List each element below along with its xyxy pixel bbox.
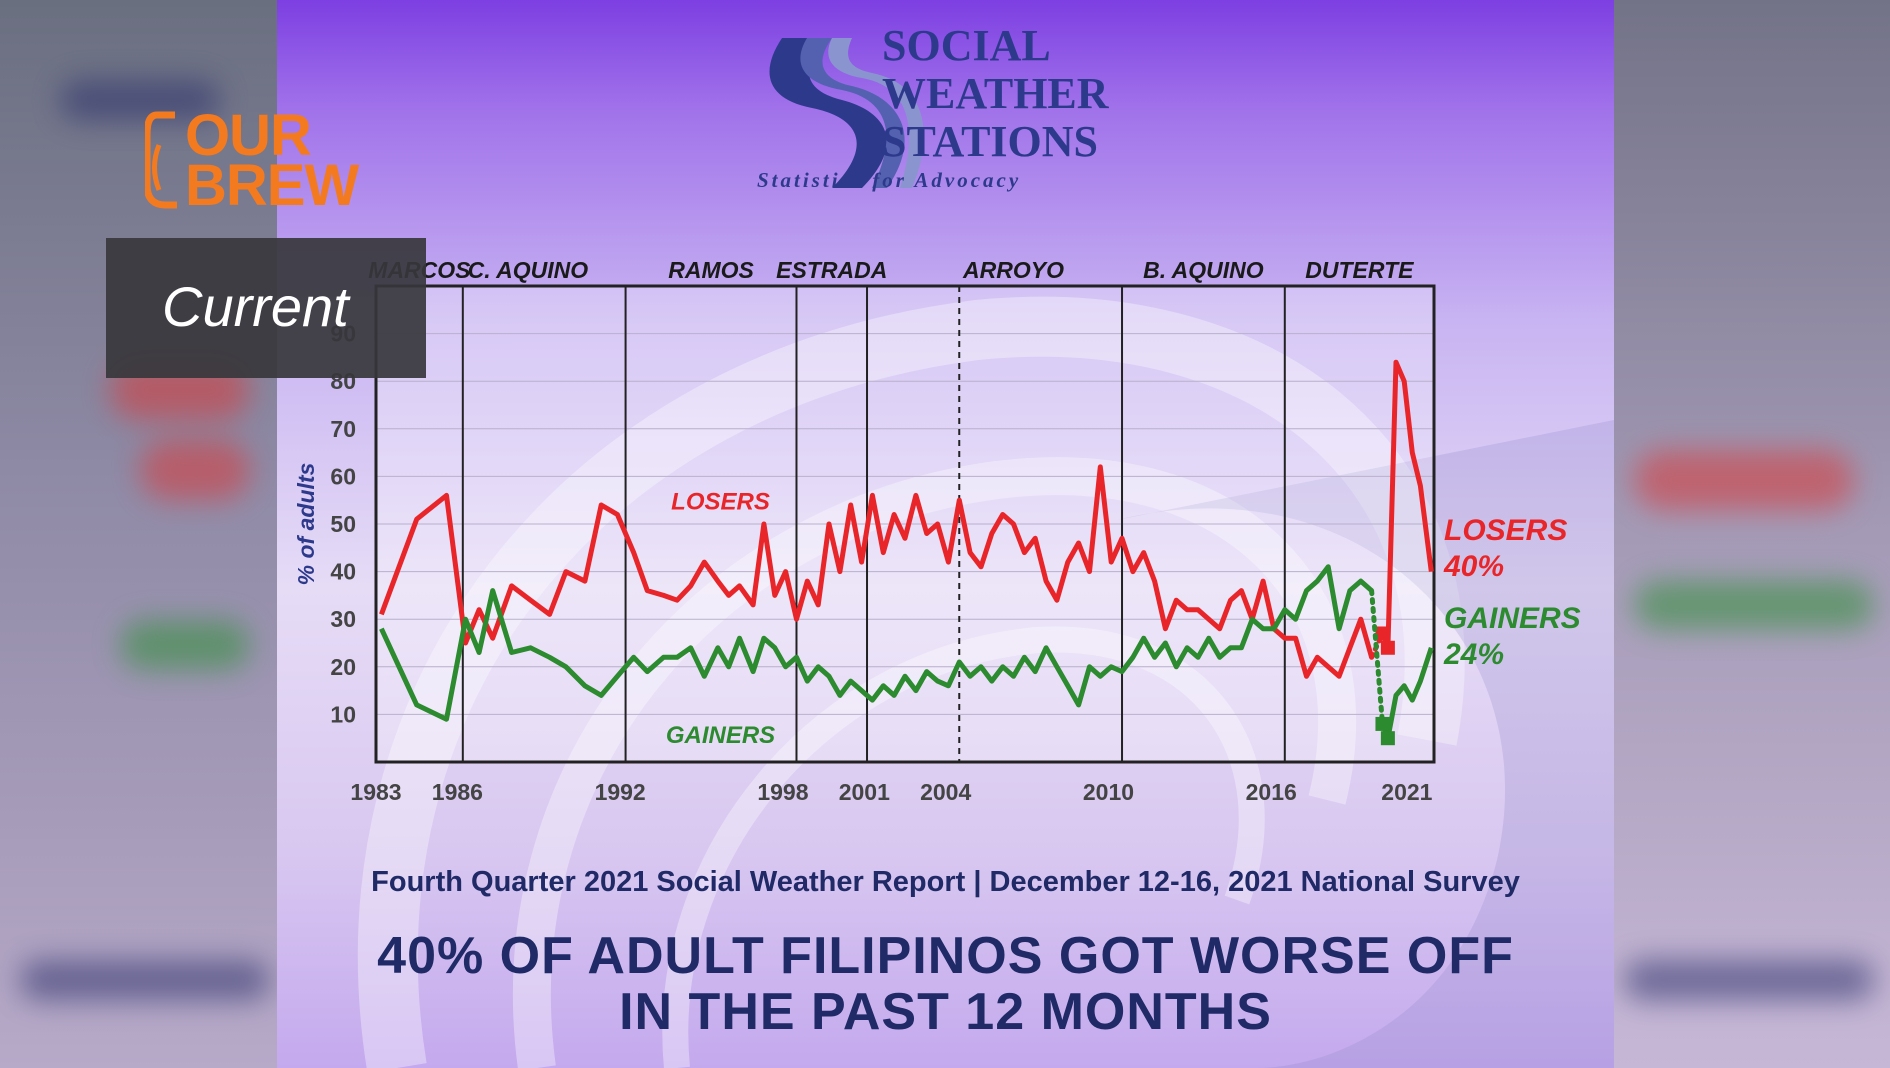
- admin-label-arroyo: ARROYO: [962, 257, 1064, 283]
- headline: 40% OF ADULT FILIPINOS GOT WORSE OFF IN …: [277, 928, 1614, 1040]
- sws-logo-icon: [769, 38, 924, 188]
- logo-line-1: SOCIAL: [882, 21, 1051, 70]
- y-tick-label-10: 10: [330, 701, 356, 727]
- brand-line-2: BREW: [185, 153, 359, 218]
- admin-label-estrada: ESTRADA: [776, 257, 887, 283]
- sws-logo-text: SOCIAL WEATHER STATIONS: [882, 21, 1109, 170]
- losers-marker: [1380, 640, 1395, 655]
- gainers-inline-label: GAINERS: [666, 722, 775, 749]
- gainers-end-label: GAINERS: [1444, 602, 1581, 635]
- y-tick-label-70: 70: [330, 416, 356, 442]
- blurred-background-left: [0, 0, 277, 1068]
- admin-label-duterte: DUTERTE: [1305, 257, 1414, 283]
- losers-marker: [1375, 626, 1390, 641]
- x-tick-label-2016: 2016: [1246, 779, 1297, 805]
- headline-line-2: IN THE PAST 12 MONTHS: [619, 983, 1272, 1041]
- plot-frame: [374, 284, 1436, 764]
- y-tick-label-50: 50: [330, 511, 356, 537]
- y-tick-label-30: 30: [330, 606, 356, 632]
- gainers-marker: [1375, 716, 1390, 731]
- admin-label-ramos: RAMOS: [668, 257, 754, 283]
- x-tick-label-1998: 1998: [757, 779, 808, 805]
- admin-label-b-aquino: B. AQUINO: [1143, 257, 1264, 283]
- headline-line-1: 40% OF ADULT FILIPINOS GOT WORSE OFF: [377, 927, 1514, 985]
- x-tick-label-2021: 2021: [1381, 779, 1432, 805]
- losers-series-line: [379, 464, 1375, 679]
- gainers-marker: [1380, 731, 1395, 746]
- x-tick-label-2010: 2010: [1083, 779, 1134, 805]
- y-tick-label-60: 60: [330, 463, 356, 489]
- brand-line-1: OUR: [185, 103, 312, 168]
- current-badge: Current: [106, 238, 426, 378]
- gainers-series-line: [379, 564, 1374, 722]
- losers-end-label: LOSERS: [1444, 514, 1567, 547]
- chart: 102030405060708090MARCOSC. AQUINORAMOSES…: [293, 257, 1581, 805]
- current-badge-label: Current: [162, 275, 349, 338]
- gainers-end-value: 24%: [1443, 638, 1504, 671]
- logo-tagline: Statistics for Advocacy: [757, 168, 1022, 192]
- x-tick-label-2001: 2001: [839, 779, 890, 805]
- x-tick-label-1986: 1986: [432, 779, 483, 805]
- y-axis-label: % of adults: [293, 463, 319, 586]
- x-tick-label-2004: 2004: [920, 779, 971, 805]
- losers-end-value: 40%: [1443, 550, 1504, 583]
- x-tick-label-1992: 1992: [595, 779, 646, 805]
- gainers-dotted-segment: [1369, 588, 1385, 727]
- logo-line-3: STATIONS: [882, 117, 1099, 166]
- logo-line-2: WEATHER: [882, 69, 1109, 118]
- ourbrew-cup-icon: [145, 111, 177, 209]
- x-tick-label-1983: 1983: [350, 779, 401, 805]
- losers-inline-label: LOSERS: [671, 489, 770, 516]
- admin-label-c-aquino: C. AQUINO: [468, 257, 589, 283]
- infographic-card: SOCIAL WEATHER STATIONS Statistics for A…: [277, 0, 1614, 1068]
- blurred-background-right: [1614, 0, 1890, 1068]
- y-tick-label-20: 20: [330, 654, 356, 680]
- report-subtitle: Fourth Quarter 2021 Social Weather Repor…: [371, 866, 1520, 898]
- y-tick-label-40: 40: [330, 559, 356, 585]
